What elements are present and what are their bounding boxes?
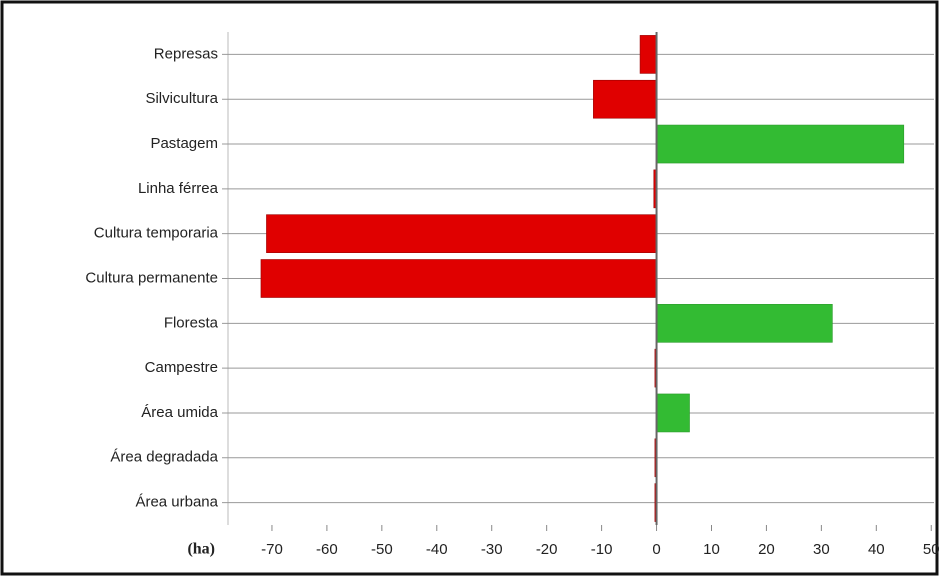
x-tick-label: 30 <box>813 541 830 558</box>
y-tick-label: Pastagem <box>150 135 218 152</box>
y-tick-label: Área degradada <box>110 449 218 466</box>
bar <box>656 304 833 343</box>
x-tick-label: -30 <box>481 541 503 558</box>
bar <box>260 259 657 298</box>
bar <box>639 35 657 74</box>
x-tick-label: 10 <box>703 541 720 558</box>
x-tick-label: 0 <box>652 541 660 558</box>
x-tick-label: -40 <box>426 541 448 558</box>
y-tick-label: Cultura temporaria <box>94 225 219 242</box>
x-tick-label: 40 <box>868 541 885 558</box>
x-tick-label: -20 <box>536 541 558 558</box>
y-tick-label: Campestre <box>145 359 218 376</box>
y-tick-label: Represas <box>154 45 218 62</box>
bar <box>656 393 690 433</box>
y-tick-label: Área umida <box>141 404 218 421</box>
bar <box>593 79 657 119</box>
bar <box>266 214 657 253</box>
x-tick-label: -10 <box>591 541 613 558</box>
x-tick-label: 20 <box>758 541 775 558</box>
x-tick-label: -60 <box>316 541 338 558</box>
x-tick-label: -70 <box>261 541 283 558</box>
y-tick-label: Cultura permanente <box>85 269 218 286</box>
x-axis-label: (ha) <box>187 541 215 558</box>
x-tick-label: -50 <box>371 541 393 558</box>
y-tick-label: Área urbana <box>135 494 218 511</box>
y-tick-label: Floresta <box>164 314 219 331</box>
y-tick-label: Linha férrea <box>138 180 219 197</box>
y-tick-label: Silvicultura <box>145 90 218 107</box>
x-tick-label: 50 <box>923 541 939 558</box>
bar <box>656 124 905 164</box>
